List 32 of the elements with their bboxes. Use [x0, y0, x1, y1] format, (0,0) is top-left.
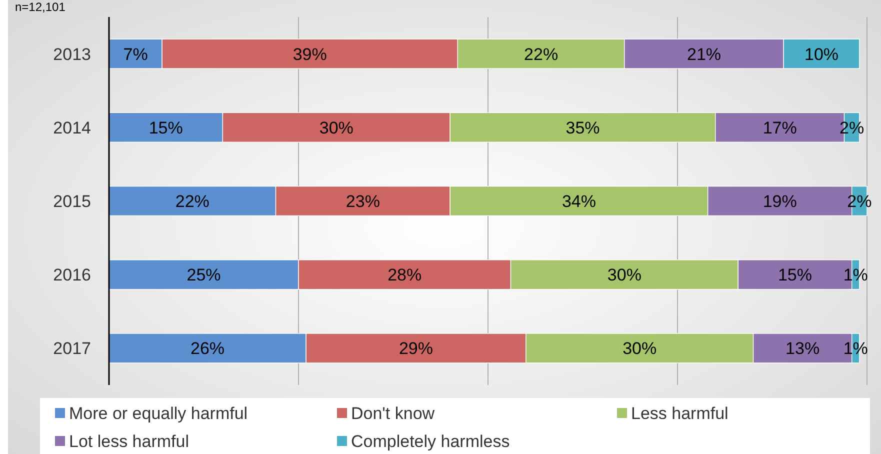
data-label: 39%	[292, 44, 327, 64]
data-label: 25%	[186, 266, 221, 285]
text: Less harmful	[631, 404, 728, 423]
y-tick-label: 2014	[53, 118, 91, 138]
y-tick-label: 2017	[53, 339, 91, 358]
data-label: 30%	[622, 339, 657, 358]
data-label: 10%	[804, 44, 839, 64]
legend-label: Completely harmless	[351, 432, 510, 451]
data-label: 26%	[190, 339, 225, 358]
data-label: 29%	[398, 339, 434, 358]
data-label: 17%	[762, 118, 797, 138]
data-label: 21%	[687, 44, 722, 64]
data-label: 7%	[123, 44, 148, 64]
data-label: 15%	[148, 118, 183, 138]
data-label: 30%	[319, 118, 354, 138]
y-tick-label: 2015	[53, 192, 91, 211]
y-tick-label: 2013	[53, 44, 91, 64]
data-label: 34%	[562, 192, 596, 211]
data-label: 13%	[786, 339, 820, 358]
data-label: 19%	[762, 192, 797, 211]
data-label: 22%	[175, 192, 210, 211]
legend-label: Don't know	[351, 404, 436, 423]
data-label: 35%	[566, 118, 600, 138]
data-label: 23%	[346, 192, 380, 211]
text: n=12,101	[15, 0, 66, 14]
data-label: 30%	[607, 266, 642, 285]
data-label: 28%	[388, 266, 422, 285]
legend-label: Lot less harmful	[69, 432, 189, 451]
data-label: 22%	[524, 44, 558, 64]
data-label: 15%	[778, 266, 812, 285]
legend-label: More or equally harmful	[69, 404, 248, 423]
y-tick-label: 2016	[53, 266, 91, 285]
